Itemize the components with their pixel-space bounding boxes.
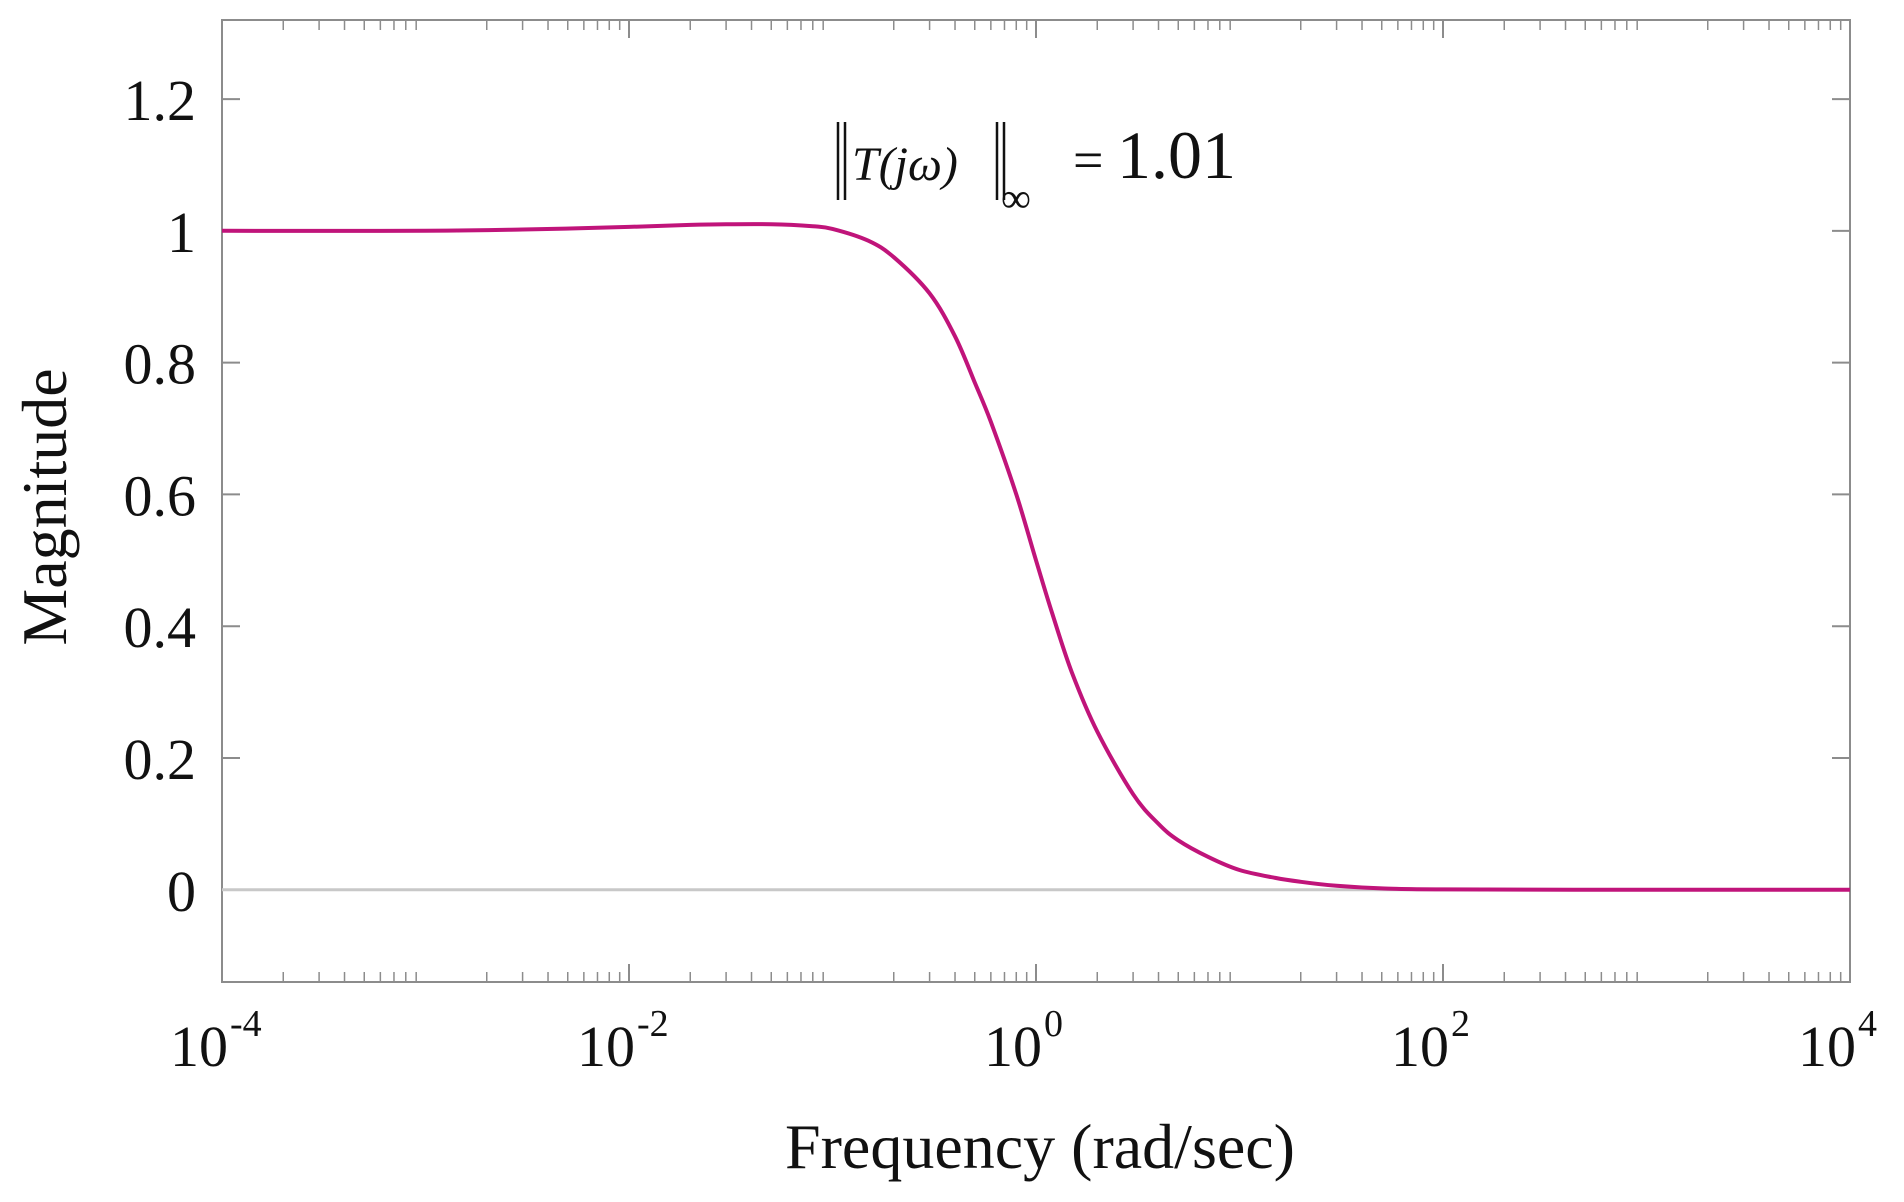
y-tick-label: 0.6 bbox=[124, 463, 197, 528]
x-tick-base: 10 bbox=[984, 1014, 1042, 1079]
x-tick-label: 10 2 bbox=[1391, 1003, 1470, 1079]
x-tick-label: 10 -4 bbox=[170, 1003, 262, 1079]
norm-expression: T(jω) bbox=[852, 138, 958, 191]
norm-value: 1.01 bbox=[1117, 117, 1236, 193]
x-minor-ticks bbox=[282, 20, 1842, 982]
x-tick-base: 10 bbox=[170, 1014, 228, 1079]
x-tick-labels: 10 -4 10 -2 10 0 10 2 10 4 bbox=[170, 1003, 1877, 1079]
magnitude-series-line bbox=[221, 222, 1850, 892]
y-tick-label: 0 bbox=[167, 859, 196, 924]
x-tick-base: 10 bbox=[577, 1014, 635, 1079]
y-tick-label: 1.2 bbox=[124, 68, 197, 133]
x-tick-exponent: 4 bbox=[1858, 1003, 1877, 1045]
x-tick-base: 10 bbox=[1798, 1014, 1856, 1079]
x-tick-label: 10 -2 bbox=[577, 1003, 669, 1079]
x-tick-exponent: 0 bbox=[1044, 1003, 1063, 1045]
x-tick-exponent: -4 bbox=[230, 1003, 262, 1045]
y-tick-label: 1 bbox=[167, 200, 196, 265]
plot-area bbox=[221, 19, 1851, 983]
x-tick-label: 10 0 bbox=[984, 1003, 1063, 1079]
y-tick-labels: 0 0.2 0.4 0.6 0.8 1 1.2 bbox=[124, 68, 197, 924]
norm-equals: = bbox=[1073, 130, 1103, 190]
y-tick-label: 0.8 bbox=[124, 332, 197, 397]
major-ticks bbox=[221, 20, 1851, 982]
x-axis-title: Frequency (rad/sec) bbox=[785, 1111, 1295, 1182]
y-tick-label: 0.2 bbox=[124, 727, 197, 792]
x-tick-label: 10 4 bbox=[1798, 1003, 1877, 1079]
norm-subscript: ∞ bbox=[1001, 176, 1031, 222]
x-tick-exponent: -2 bbox=[637, 1003, 669, 1045]
y-tick-label: 0.4 bbox=[124, 595, 197, 660]
hinf-norm-annotation: T(jω) ∞ = 1.01 bbox=[836, 117, 1236, 222]
x-tick-base: 10 bbox=[1391, 1014, 1449, 1079]
x-tick-exponent: 2 bbox=[1451, 1003, 1470, 1045]
y-axis-title: Magnitude bbox=[9, 368, 80, 645]
series-group bbox=[221, 222, 1850, 892]
plot-frame bbox=[221, 19, 1851, 983]
